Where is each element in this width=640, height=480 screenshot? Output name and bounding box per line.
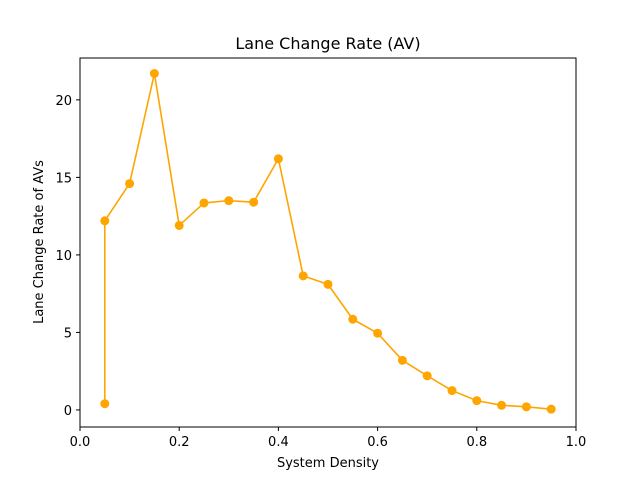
x-axis-label: System Density xyxy=(277,456,379,471)
y-tick-label: 0 xyxy=(64,404,72,419)
data-point xyxy=(373,328,383,338)
data-point xyxy=(149,69,159,79)
data-point xyxy=(224,196,234,206)
y-tick-label: 10 xyxy=(55,249,72,264)
data-point xyxy=(422,371,432,381)
y-tick-label: 5 xyxy=(64,326,72,341)
data-point xyxy=(546,404,556,414)
x-tick-label: 0.4 xyxy=(268,435,289,450)
data-point xyxy=(273,154,283,164)
data-point xyxy=(472,396,482,406)
chart-title: Lane Change Rate (AV) xyxy=(235,34,420,53)
data-point xyxy=(125,179,135,189)
data-point xyxy=(298,271,308,281)
y-axis-label: Lane Change Rate of AVs xyxy=(32,160,47,324)
data-point xyxy=(447,386,457,396)
y-axis: 0 5 10 15 20 xyxy=(55,94,80,419)
x-axis: 0.0 0.2 0.4 0.6 0.8 1.0 xyxy=(70,427,587,450)
axes-frame xyxy=(79,57,577,428)
x-tick-label: 1.0 xyxy=(566,435,587,450)
data-point xyxy=(521,402,531,412)
data-point xyxy=(397,355,407,365)
y-tick-label: 15 xyxy=(55,171,72,186)
data-point xyxy=(497,400,507,410)
x-tick-label: 0.2 xyxy=(169,435,190,450)
x-tick-label: 0.6 xyxy=(367,435,388,450)
data-point xyxy=(100,399,110,409)
data-point xyxy=(323,279,333,289)
x-tick-label: 0.0 xyxy=(70,435,91,450)
series-layer xyxy=(100,69,556,414)
data-point xyxy=(174,220,184,230)
plot-area xyxy=(79,57,577,428)
data-point xyxy=(249,197,259,207)
y-tick-label: 20 xyxy=(55,94,72,109)
data-point xyxy=(199,198,209,208)
data-point xyxy=(100,216,110,226)
x-tick-label: 0.8 xyxy=(466,435,487,450)
data-point xyxy=(348,314,358,324)
